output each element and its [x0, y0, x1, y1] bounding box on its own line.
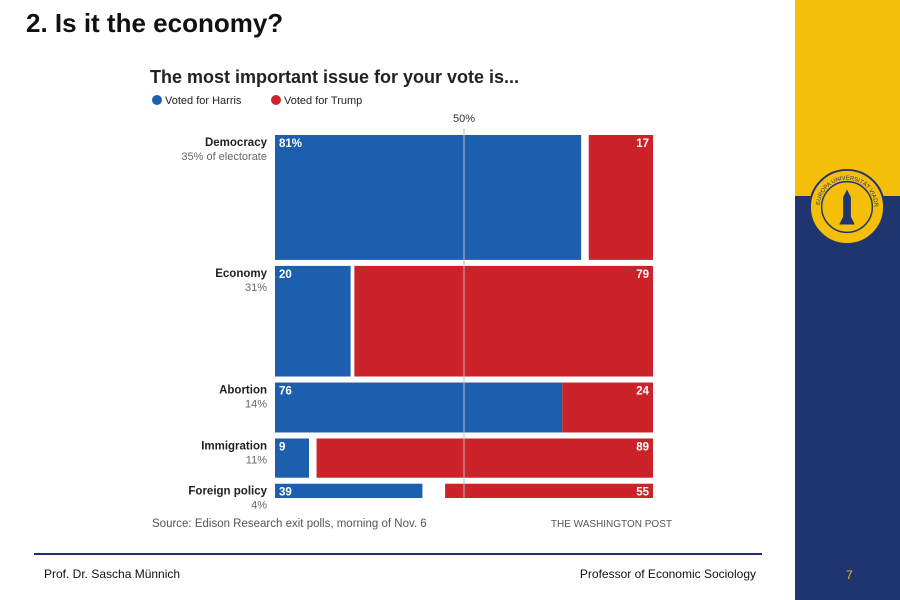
value-label-trump-economy: 79 — [636, 269, 649, 281]
footer-title: Professor of Economic Sociology — [579, 567, 756, 581]
legend-swatch-trump — [271, 95, 281, 105]
seal-inner-ring — [820, 180, 874, 234]
chart-title: The most important issue for your vote i… — [150, 67, 519, 87]
category-label-economy: Economy — [215, 268, 267, 280]
value-label-harris-foreign-policy: 39 — [279, 487, 292, 499]
legend: Voted for Harris Voted for Trump — [152, 95, 362, 107]
category-label-immigration: Immigration — [201, 440, 267, 452]
footer-rule — [34, 553, 762, 555]
category-sublabel-democracy: 35% of electorate — [181, 151, 267, 163]
value-label-harris-economy: 20 — [279, 269, 292, 281]
bar-trump-abortion — [562, 382, 653, 433]
category-label-abortion: Abortion — [219, 385, 267, 397]
bar-harris-economy — [275, 265, 351, 377]
bar-harris-abortion — [275, 382, 563, 433]
page-number: 7 — [846, 568, 853, 582]
bar-harris-foreign-policy — [275, 483, 423, 498]
value-label-trump-foreign-policy: 55 — [636, 487, 649, 499]
value-label-trump-immigration: 89 — [636, 441, 649, 453]
bar-trump-immigration — [316, 438, 653, 478]
category-sublabel-abortion: 14% — [245, 399, 267, 411]
legend-swatch-harris — [152, 95, 162, 105]
slide-title: 2. Is it the economy? — [26, 8, 284, 38]
chart: The most important issue for your vote i… — [150, 67, 672, 530]
value-label-trump-democracy: 17 — [636, 138, 649, 150]
sidebar-top-band — [795, 0, 900, 196]
category-sublabel-foreign-policy: 4% — [251, 500, 267, 512]
value-label-trump-abortion: 24 — [636, 386, 649, 398]
bar-harris-democracy — [275, 135, 582, 260]
category-label-democracy: Democracy — [205, 137, 268, 149]
category-sublabel-immigration: 11% — [246, 454, 267, 466]
bar-trump-economy — [354, 265, 653, 377]
chart-source: Source: Edison Research exit polls, morn… — [152, 518, 427, 530]
university-seal-icon: EUROPA UNIVERSITÄT VIADRINA — [808, 168, 886, 246]
bar-harris-immigration — [275, 438, 310, 478]
value-label-harris-immigration: 9 — [279, 441, 285, 453]
legend-label-harris: Voted for Harris — [165, 95, 242, 107]
chart-credit: THE WASHINGTON POST — [551, 519, 672, 530]
category-sublabel-economy: 31% — [245, 282, 267, 294]
bar-trump-democracy — [588, 135, 653, 260]
value-label-harris-abortion: 76 — [279, 386, 292, 398]
category-label-foreign-policy: Foreign policy — [188, 486, 267, 498]
legend-label-trump: Voted for Trump — [284, 95, 362, 107]
footer-author: Prof. Dr. Sascha Münnich — [44, 567, 181, 581]
bar-trump-foreign-policy — [445, 483, 653, 498]
bars-group: 81% 17 Democracy 35% of electorate 20 79 Econo… — [181, 135, 653, 512]
sidebar-bottom-band — [795, 196, 900, 600]
value-label-harris-democracy: 81% — [279, 138, 302, 150]
reference-line-label: 50% — [453, 113, 475, 125]
